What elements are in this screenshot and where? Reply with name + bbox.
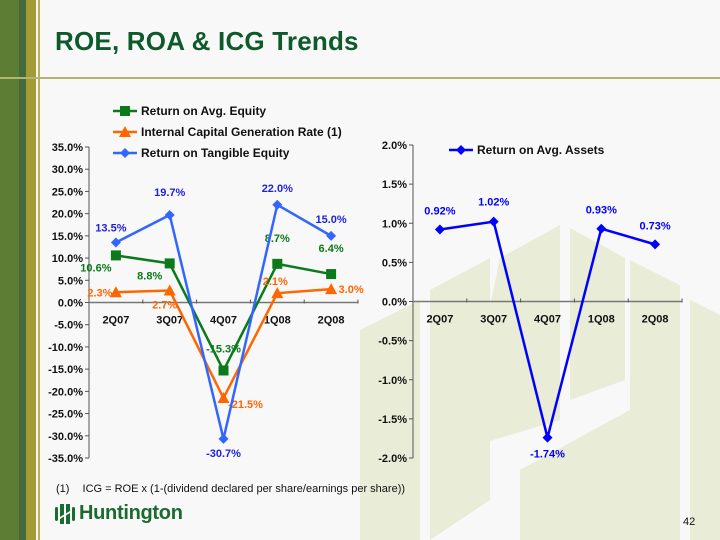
- side-stripe-green: [0, 0, 19, 540]
- huntington-logo: Huntington: [54, 502, 183, 525]
- data-point: [271, 287, 284, 299]
- legend-marker: [119, 126, 131, 137]
- data-point: [434, 224, 445, 235]
- legend-label: Return on Tangible Equity: [141, 146, 290, 160]
- data-point: [163, 284, 176, 296]
- y-tick-label: -2.0%: [378, 453, 407, 465]
- y-tick-label: -1.0%: [378, 375, 407, 387]
- chart-roa: 2.0% 1.5% 1.0% 0.5% 0.0% -0.5% -1.0% -1.5% -2.0%…: [378, 140, 683, 465]
- x-tick-label: 1Q08: [264, 315, 291, 327]
- data-label: 19.7%: [154, 187, 185, 199]
- y-tick-label: 0.5%: [382, 257, 407, 269]
- legend-marker: [456, 145, 466, 155]
- data-label: 22.0%: [262, 183, 293, 195]
- title-divider: [0, 77, 720, 79]
- y-tick-label: -35.0%: [48, 453, 83, 465]
- data-point: [596, 223, 607, 234]
- data-label: -1.74%: [530, 449, 565, 461]
- data-label: -15.3%: [206, 343, 241, 355]
- y-tick-label: 1.5%: [382, 179, 407, 191]
- data-label: 15.0%: [315, 214, 346, 226]
- data-label: -30.7%: [206, 448, 241, 460]
- data-point: [218, 365, 229, 376]
- legend-marker: [120, 148, 130, 158]
- data-label: 6.4%: [319, 243, 344, 255]
- y-tick-label: 25.0%: [52, 186, 83, 198]
- y-tick-label: 20.0%: [52, 209, 83, 221]
- y-tick-label: 10.0%: [52, 253, 83, 265]
- footnote: (1) ICG = ROE x (1-(dividend declared pe…: [56, 483, 405, 495]
- chart-roe-icg-rote: 35.0% 30.0% 25.0% 20.0% 15.0% 10.0% 5.0% 0.0% -5…: [48, 104, 364, 465]
- footnote-text: ICG = ROE x (1-(dividend declared per sh…: [82, 483, 406, 495]
- side-stripe-thin: [38, 0, 40, 540]
- x-tick-label: 2Q07: [426, 314, 453, 326]
- data-point: [164, 209, 175, 220]
- data-label: 0.73%: [639, 220, 670, 232]
- x-tick-label: 2Q08: [318, 315, 345, 327]
- y-tick-label: 5.0%: [58, 275, 83, 287]
- x-tick-label: 4Q07: [210, 315, 237, 327]
- data-label: 2.7%: [152, 300, 177, 312]
- data-label: 10.6%: [80, 262, 111, 274]
- slide-title: ROE, ROA & ICG Trends: [55, 26, 359, 56]
- y-tick-label: 30.0%: [52, 164, 83, 176]
- data-label: -21.5%: [228, 399, 263, 411]
- x-tick-label: 2Q07: [102, 315, 129, 327]
- data-point: [326, 269, 337, 280]
- data-label: 0.92%: [424, 206, 455, 218]
- y-tick-label: 2.0%: [382, 140, 407, 152]
- huntington-logo-icon: [55, 503, 75, 524]
- watermark-logo-icon: [360, 225, 720, 540]
- y-tick-label: 35.0%: [52, 142, 83, 154]
- x-tick-label: 4Q07: [534, 314, 561, 326]
- data-label: 0.93%: [586, 205, 617, 217]
- data-point: [272, 199, 283, 210]
- data-point: [650, 239, 661, 250]
- y-tick-label: 0.0%: [58, 298, 83, 310]
- data-label: 13.5%: [95, 223, 126, 235]
- y-tick-label: -15.0%: [48, 364, 83, 376]
- legend-label: Internal Capital Generation Rate (1): [141, 125, 342, 139]
- y-tick-label: -1.5%: [378, 414, 407, 426]
- data-label: 3.0%: [339, 284, 364, 296]
- legend-label: Return on Avg. Assets: [477, 143, 605, 157]
- y-tick-label: 1.0%: [382, 218, 407, 230]
- y-tick-label: 15.0%: [52, 231, 83, 243]
- logo-wordmark: Huntington: [79, 502, 183, 524]
- data-point: [110, 237, 121, 248]
- data-point: [272, 258, 283, 269]
- page-number: 42: [683, 516, 696, 528]
- data-point: [217, 392, 230, 404]
- legend-marker: [120, 106, 130, 116]
- data-point: [164, 258, 175, 269]
- y-tick-label: -20.0%: [48, 386, 83, 398]
- y-tick-label: 0.0%: [382, 297, 407, 309]
- side-stripe-olive: [26, 0, 36, 540]
- x-tick-label: 2Q08: [642, 314, 669, 326]
- legend-label: Return on Avg. Equity: [141, 104, 266, 118]
- side-stripe-dark: [19, 0, 26, 540]
- data-label: 2.3%: [87, 287, 112, 299]
- x-tick-label: 3Q07: [480, 314, 507, 326]
- data-point: [109, 286, 122, 298]
- data-label: 1.02%: [478, 197, 509, 209]
- data-point: [542, 432, 553, 443]
- data-label: 8.8%: [137, 270, 162, 282]
- data-point: [218, 433, 229, 444]
- data-point: [326, 230, 337, 241]
- data-point: [110, 250, 121, 261]
- footnote-marker: (1): [56, 483, 70, 495]
- data-point: [325, 283, 338, 295]
- data-label: 2.1%: [263, 276, 288, 288]
- y-tick-label: -25.0%: [48, 409, 83, 421]
- x-tick-label: 3Q07: [156, 315, 183, 327]
- y-tick-label: -0.5%: [378, 336, 407, 348]
- data-point: [488, 216, 499, 227]
- x-tick-label: 1Q08: [588, 314, 615, 326]
- y-tick-label: -10.0%: [48, 342, 83, 354]
- y-tick-label: -5.0%: [54, 320, 83, 332]
- y-tick-label: -30.0%: [48, 431, 83, 443]
